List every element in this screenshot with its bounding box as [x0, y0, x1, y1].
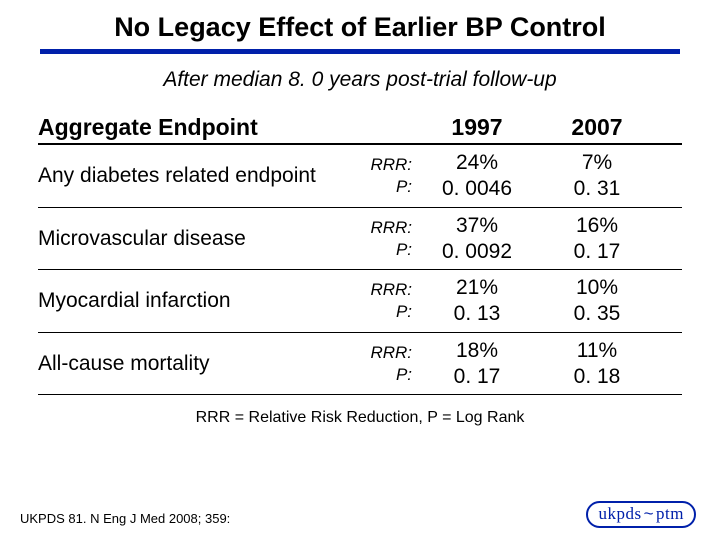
value-rrr-1997: 18%	[456, 338, 498, 364]
slide-title: No Legacy Effect of Earlier BP Control	[40, 12, 680, 49]
value-p-2007: 0. 35	[574, 301, 621, 327]
label-rrr: RRR:	[370, 279, 412, 301]
label-p: P:	[396, 176, 412, 198]
table-row: All-cause mortality RRR: P: 18% 0. 17 11…	[38, 333, 682, 396]
endpoint-label: Any diabetes related endpoint	[38, 164, 348, 188]
row-label-stack: RRR: P:	[348, 279, 412, 323]
value-p-2007: 0. 31	[574, 176, 621, 202]
label-p: P:	[396, 239, 412, 261]
row-label-stack: RRR: P:	[348, 154, 412, 198]
label-rrr: RRR:	[370, 154, 412, 176]
table-header-row: Aggregate Endpoint 1997 2007	[38, 114, 682, 145]
value-p-1997: 0. 13	[454, 301, 501, 327]
ukpds-logo: ukpds~ptm	[586, 501, 696, 528]
table-row: Microvascular disease RRR: P: 37% 0. 009…	[38, 208, 682, 271]
footnote: RRR = Relative Risk Reduction, P = Log R…	[0, 409, 720, 427]
title-block: No Legacy Effect of Earlier BP Control	[0, 0, 720, 54]
logo-right: ptm	[656, 504, 684, 523]
header-endpoint: Aggregate Endpoint	[38, 114, 348, 141]
logo-sep: ~	[642, 504, 656, 523]
row-label-stack: RRR: P:	[348, 342, 412, 386]
results-table: Aggregate Endpoint 1997 2007 Any diabete…	[38, 114, 682, 395]
value-p-1997: 0. 0092	[442, 239, 512, 265]
header-2007: 2007	[542, 114, 652, 141]
endpoint-label: Myocardial infarction	[38, 289, 348, 313]
endpoint-label: Microvascular disease	[38, 227, 348, 251]
value-rrr-1997: 37%	[456, 213, 498, 239]
label-p: P:	[396, 364, 412, 386]
value-rrr-1997: 24%	[456, 150, 498, 176]
label-rrr: RRR:	[370, 342, 412, 364]
value-rrr-2007: 10%	[576, 275, 618, 301]
cell-2007: 16% 0. 17	[542, 213, 652, 266]
label-p: P:	[396, 301, 412, 323]
row-label-stack: RRR: P:	[348, 217, 412, 261]
endpoint-label: All-cause mortality	[38, 352, 348, 376]
table-row: Myocardial infarction RRR: P: 21% 0. 13 …	[38, 270, 682, 333]
value-p-2007: 0. 17	[574, 239, 621, 265]
cell-2007: 10% 0. 35	[542, 275, 652, 328]
cell-2007: 7% 0. 31	[542, 150, 652, 203]
cell-1997: 18% 0. 17	[412, 338, 542, 391]
cell-1997: 24% 0. 0046	[412, 150, 542, 203]
value-p-1997: 0. 0046	[442, 176, 512, 202]
value-rrr-2007: 16%	[576, 213, 618, 239]
value-rrr-2007: 11%	[577, 338, 617, 364]
value-p-1997: 0. 17	[454, 364, 501, 390]
title-underline	[40, 49, 680, 54]
value-rrr-2007: 7%	[582, 150, 612, 176]
value-rrr-1997: 21%	[456, 275, 498, 301]
label-rrr: RRR:	[370, 217, 412, 239]
cell-2007: 11% 0. 18	[542, 338, 652, 391]
citation: UKPDS 81. N Eng J Med 2008; 359:	[20, 511, 230, 526]
value-p-2007: 0. 18	[574, 364, 621, 390]
cell-1997: 37% 0. 0092	[412, 213, 542, 266]
cell-1997: 21% 0. 13	[412, 275, 542, 328]
table-row: Any diabetes related endpoint RRR: P: 24…	[38, 145, 682, 208]
logo-left: ukpds	[598, 504, 641, 523]
header-1997: 1997	[412, 114, 542, 141]
slide-subtitle: After median 8. 0 years post-trial follo…	[0, 68, 720, 92]
